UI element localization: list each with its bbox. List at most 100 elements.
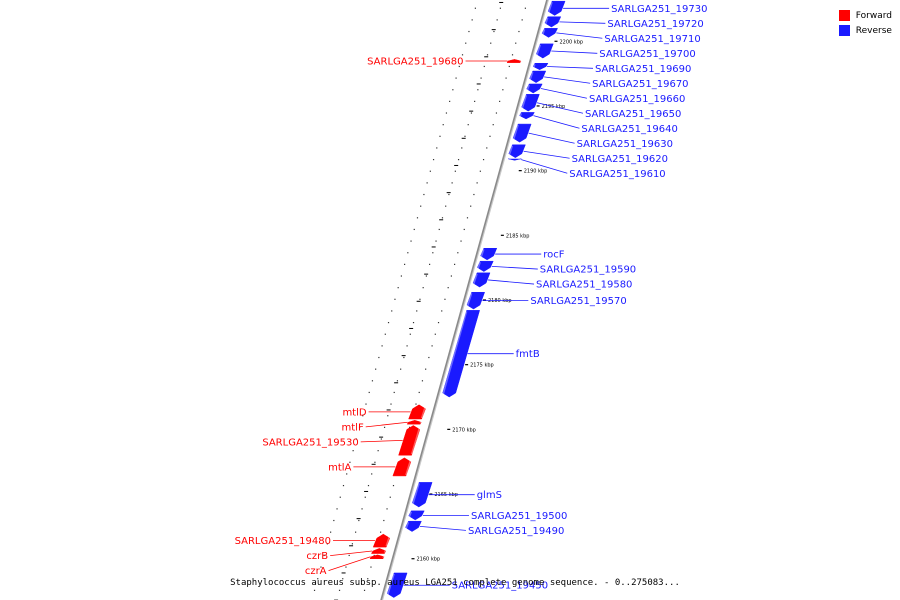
- gene-feature-czrA[interactable]: [369, 554, 385, 559]
- gene-feature-SARLGA251_19710[interactable]: [541, 28, 558, 38]
- guide-dot: [384, 333, 386, 335]
- gene-feature-SARLGA251_19620[interactable]: [508, 144, 526, 158]
- gene-label-SARLGA251_19700[interactable]: SARLGA251_19700: [599, 49, 695, 60]
- gene-label-mtlF[interactable]: mtlF: [342, 422, 364, 433]
- gene-label-SARLGA251_19660[interactable]: SARLGA251_19660: [589, 94, 685, 105]
- gene-feature-SARLGA251_19730[interactable]: [547, 0, 566, 16]
- gene-feature-SARLGA251_19640[interactable]: [519, 112, 535, 120]
- guide-dot: [345, 566, 347, 568]
- gene-feature-SARLGA251_19720[interactable]: [544, 16, 562, 28]
- gene-label-mtlD[interactable]: mtlD: [342, 407, 366, 418]
- gene-feature-SARLGA251_19480[interactable]: [372, 533, 391, 548]
- gene-feature-SARLGA251_19490[interactable]: [405, 520, 422, 532]
- gene-feature-SARLGA251_19580[interactable]: [472, 272, 491, 288]
- gene-label-SARLGA251_19610[interactable]: SARLGA251_19610: [569, 169, 665, 180]
- guide-dot: [338, 589, 341, 591]
- guide-dot: [400, 275, 402, 277]
- gene-feature-SARLGA251_19630[interactable]: [512, 123, 532, 143]
- gene-feature-SARLGA251_19690[interactable]: [532, 63, 549, 71]
- gene-feature-SARLGA251_19570[interactable]: [466, 291, 486, 310]
- gene-feature-SARLGA251_19590[interactable]: [477, 260, 494, 272]
- label-layer: SARLGA251_19730 SARLGA251_19720 SARLGA251_…: [235, 4, 708, 592]
- gene-label-SARLGA251_19670[interactable]: SARLGA251_19670: [592, 79, 688, 90]
- guide-dot: [418, 391, 420, 394]
- guide-dot: [499, 100, 501, 102]
- gene-feature-SARLGA251_19700[interactable]: [536, 43, 554, 59]
- guide-dot: [490, 42, 492, 44]
- guide-dot: [368, 391, 370, 394]
- guide-dot: [495, 112, 498, 114]
- gene-feature-SARLGA251_19500[interactable]: [408, 510, 425, 521]
- gene-label-SARLGA251_19490[interactable]: SARLGA251_19490: [468, 526, 564, 537]
- guide-dot: [351, 543, 353, 545]
- gene-feature-highlight: [385, 534, 391, 547]
- guide-dot: [419, 298, 421, 300]
- guide-dot: [482, 158, 485, 161]
- gene-feature-SARLGA251_19450[interactable]: [386, 572, 408, 598]
- gene-label-czrB[interactable]: czrB: [306, 551, 328, 562]
- gene-label-rocF[interactable]: rocF: [543, 250, 565, 261]
- gene-feature-mtlA[interactable]: [392, 457, 412, 477]
- gene-label-SARLGA251_19530[interactable]: SARLGA251_19530: [262, 437, 358, 448]
- gene-feature-mtlD[interactable]: [408, 404, 426, 420]
- gene-feature-SARLGA251_19610[interactable]: [507, 158, 523, 161]
- gene-label-SARLGA251_19450[interactable]: SARLGA251_19450: [452, 581, 548, 592]
- guide-dot: [342, 484, 345, 487]
- gene-feature-highlight: [472, 273, 478, 287]
- guide-dot: [348, 554, 350, 557]
- gene-feature-rocF[interactable]: [480, 248, 498, 261]
- gene-feature-SARLGA251_19680[interactable]: [506, 59, 522, 63]
- gene-label-SARLGA251_19480[interactable]: SARLGA251_19480: [235, 536, 331, 547]
- guide-dot: [428, 356, 430, 359]
- guide-dot: [373, 554, 375, 557]
- gene-feature-SARLGA251_19530[interactable]: [398, 425, 421, 456]
- gene-feature-highlight: [520, 95, 528, 111]
- guide-dot: [346, 473, 348, 475]
- leader-line: [488, 279, 535, 285]
- gene-feature-SARLGA251_19660[interactable]: [526, 83, 543, 94]
- gene-label-fmtB[interactable]: fmtB: [516, 349, 540, 360]
- gene-label-glmS[interactable]: glmS: [477, 490, 502, 501]
- gene-feature-highlight: [420, 405, 427, 419]
- guide-dot: [336, 508, 338, 510]
- legend-label-forward: Forward: [855, 10, 892, 21]
- gene-feature-fmtB[interactable]: [442, 310, 480, 398]
- gene-feature-highlight: [519, 59, 522, 63]
- gene-feature-highlight: [383, 549, 387, 553]
- guide-dot: [393, 391, 395, 394]
- gene-feature-highlight: [410, 426, 421, 455]
- gene-label-SARLGA251_19580[interactable]: SARLGA251_19580: [536, 280, 632, 291]
- gene-label-mtlA[interactable]: mtlA: [328, 462, 351, 473]
- gene-label-SARLGA251_19620[interactable]: SARLGA251_19620: [572, 154, 668, 165]
- gene-label-SARLGA251_19590[interactable]: SARLGA251_19590: [540, 265, 636, 276]
- gene-label-SARLGA251_19630[interactable]: SARLGA251_19630: [577, 139, 673, 150]
- gene-label-SARLGA251_19710[interactable]: SARLGA251_19710: [604, 34, 700, 45]
- guide-dot: [363, 589, 366, 591]
- gene-label-SARLGA251_19720[interactable]: SARLGA251_19720: [607, 19, 703, 30]
- gene-feature-czrB[interactable]: [371, 548, 387, 554]
- gene-feature-SARLGA251_19670[interactable]: [529, 70, 547, 83]
- map-caption: Staphylococcus aureus subsp. aureus LGA2…: [230, 578, 680, 588]
- guide-dot: [493, 30, 495, 33]
- guide-dot: [445, 112, 448, 114]
- gene-label-SARLGA251_19680[interactable]: SARLGA251_19680: [367, 57, 463, 68]
- leader-line: [544, 76, 591, 84]
- gene-label-SARLGA251_19730[interactable]: SARLGA251_19730: [611, 4, 707, 15]
- guide-dot: [422, 287, 424, 289]
- gene-label-SARLGA251_19500[interactable]: SARLGA251_19500: [471, 511, 567, 522]
- guide-dot: [406, 345, 408, 347]
- guide-dot: [426, 182, 428, 184]
- guide-dot: [407, 252, 409, 254]
- gene-feature-mtlF[interactable]: [406, 420, 422, 425]
- gene-label-SARLGA251_19690[interactable]: SARLGA251_19690: [595, 64, 691, 75]
- guide-dot: [445, 205, 447, 207]
- gene-label-SARLGA251_19570[interactable]: SARLGA251_19570: [530, 296, 626, 307]
- gene-label-SARLGA251_19640[interactable]: SARLGA251_19640: [581, 124, 677, 135]
- guide-dot: [432, 158, 435, 161]
- gene-feature-highlight: [382, 555, 385, 559]
- gene-label-czrA[interactable]: czrA: [305, 566, 327, 577]
- gene-feature-SARLGA251_19650[interactable]: [521, 94, 540, 112]
- gene-label-SARLGA251_19650[interactable]: SARLGA251_19650: [585, 109, 681, 120]
- gene-feature-glmS[interactable]: [412, 482, 433, 508]
- guide-dot: [425, 275, 427, 277]
